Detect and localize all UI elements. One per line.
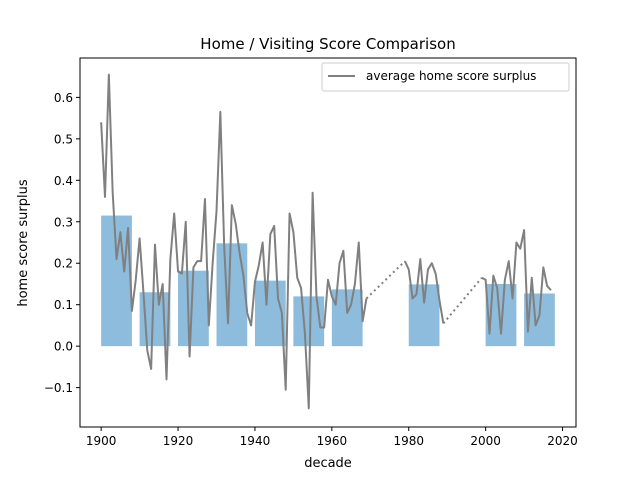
x-tick-label: 2020 — [547, 434, 578, 448]
bar-1940 — [254, 280, 286, 347]
x-tick-label: 2000 — [470, 434, 501, 448]
x-axis: 1900 1920 1940 1960 1980 2000 2020 — [86, 427, 578, 448]
legend-box — [321, 62, 570, 92]
y-axis: −0.1 0.0 0.1 0.2 0.3 0.4 0.5 0.6 — [44, 91, 80, 395]
y-tick-label: 0.3 — [54, 215, 73, 229]
legend-label: average home score surplus — [366, 69, 536, 83]
x-tick-label: 1960 — [317, 434, 348, 448]
line-segment-3 — [481, 229, 552, 335]
x-tick-label: 1920 — [163, 434, 194, 448]
plot-frame — [79, 57, 577, 428]
line-segment-1 — [100, 73, 368, 410]
lines-layer — [100, 73, 552, 410]
bar-1930 — [216, 243, 248, 347]
y-axis-label: home score surplus — [16, 179, 31, 307]
x-tick-label: 1980 — [393, 434, 424, 448]
line-segment-2 — [403, 258, 445, 324]
y-tick-label: 0.4 — [54, 174, 73, 188]
x-tick-label: 1940 — [240, 434, 271, 448]
legend: average home score surplus — [321, 62, 570, 92]
line-gap-2 — [442, 277, 483, 324]
y-tick-label: −0.1 — [44, 381, 73, 395]
y-tick-label: 0.5 — [54, 132, 73, 146]
chart-title: Home / Visiting Score Comparison — [200, 35, 455, 53]
y-tick-label: 0.1 — [54, 298, 73, 312]
x-tick-label: 1900 — [86, 434, 117, 448]
y-tick-label: 0.2 — [54, 257, 73, 271]
y-tick-label: 0.6 — [54, 91, 73, 105]
line-gap-1 — [365, 260, 406, 300]
x-axis-label: decade — [304, 456, 352, 471]
y-tick-label: 0.0 — [54, 340, 73, 354]
